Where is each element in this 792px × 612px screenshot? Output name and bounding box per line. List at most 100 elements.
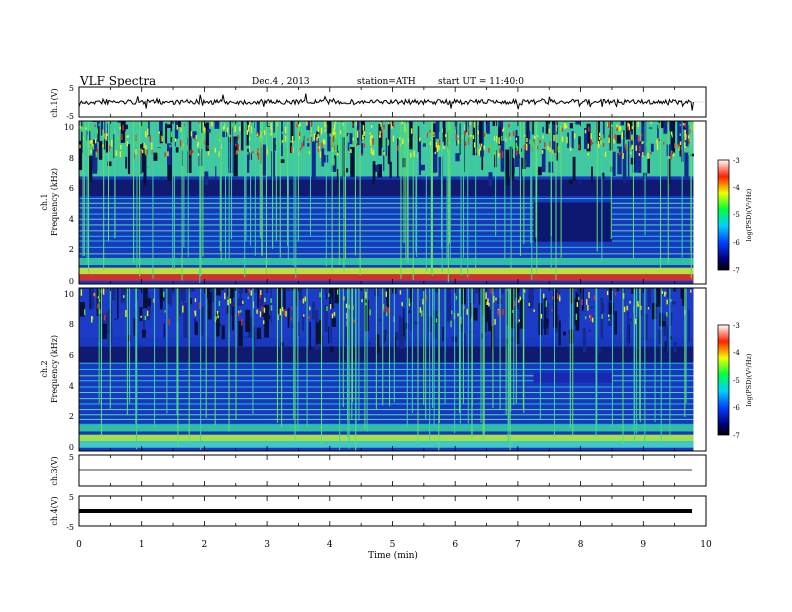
spectrogram-speckle (118, 123, 120, 127)
spectrogram-sferic (460, 121, 462, 276)
spectrogram-noise (111, 288, 116, 301)
spectrogram-speckle (625, 144, 627, 150)
spectrogram-noise (555, 142, 559, 161)
spectrogram-speckle (410, 152, 412, 158)
spectrogram-sferic (507, 288, 509, 445)
spectrogram-speckle (170, 131, 173, 138)
spectrogram-speckle (422, 298, 424, 304)
spectrogram-speckle (398, 130, 400, 133)
spectrogram-noise (464, 333, 466, 347)
ch4-waveform-panel: 5 -5 ch.4(V) (50, 493, 707, 532)
spectrogram-noise (323, 154, 329, 163)
spectrogram-line (79, 213, 694, 215)
spectrogram-speckle (168, 319, 170, 325)
spectrogram-speckle (600, 137, 602, 140)
spectrogram-noise (398, 315, 402, 347)
spectrogram-noise (259, 288, 264, 316)
spectrogram-sferic (425, 288, 427, 419)
spectrogram-band-yellow (79, 267, 694, 275)
spectrogram-speckle (467, 137, 470, 145)
spectrogram-noise (513, 159, 515, 175)
spectrogram-noise (133, 318, 137, 336)
spectrogram-noise (529, 298, 534, 304)
spectrogram-speckle (304, 296, 306, 302)
spectrogram-speckle (97, 303, 99, 309)
spectrogram-speckle (445, 134, 447, 137)
spectrogram-sferic (475, 121, 477, 269)
spectrogram-noise (659, 121, 665, 129)
spectrogram-noise (160, 177, 163, 181)
spectrogram-speckle (541, 150, 544, 154)
spectrogram-speckle (345, 303, 348, 309)
ch4-waveform-ylabel: ch.4(V) (50, 496, 59, 525)
spectrogram-speckle (608, 134, 610, 141)
spectrogram-speckle (329, 304, 332, 310)
spectrogram-noise (459, 123, 462, 155)
spectrogram-speckle (123, 295, 125, 298)
spectrogram-speckle (195, 135, 197, 139)
spectrogram-noise (260, 142, 263, 164)
spectrogram-speckle (358, 129, 360, 132)
spectrogram-sferic (660, 121, 662, 268)
spectrogram-sferic (644, 121, 646, 236)
spectrogram-speckle (324, 121, 326, 128)
spectrogram-speckle (472, 135, 475, 140)
ch1-tick-bottom: -5 (66, 112, 74, 121)
spectrogram-noise (140, 151, 142, 175)
spectrogram-sferic (103, 121, 105, 271)
spectrogram-noise (498, 126, 502, 146)
spectrogram-speckle (120, 144, 122, 150)
spectrogram-speckle (231, 122, 233, 128)
ch3-waveform-panel: 5 ch.3(V) (50, 453, 707, 487)
spectrogram-speckle (684, 133, 687, 141)
time-tick-label: 0 (76, 540, 82, 550)
spectrogram-speckle (94, 138, 97, 144)
spectrogram-speckle (604, 151, 607, 157)
spectrogram-speckle (647, 152, 649, 159)
spectrogram-noise (124, 124, 128, 130)
spectrogram-sferic (480, 288, 482, 423)
spectrogram-noise (309, 322, 311, 350)
spectrogram-speckle (608, 318, 610, 321)
spectrogram-line (79, 207, 694, 209)
spectrogram-noise (146, 298, 152, 307)
spectrogram-speckle (207, 151, 210, 156)
spectrogram-sferic (293, 288, 295, 419)
spectrogram-sferic (416, 121, 418, 257)
spectrogram-speckle (356, 143, 358, 147)
spectrogram-speckle (310, 136, 313, 143)
spectrogram-sferic (441, 121, 443, 250)
spectrogram-speckle (105, 133, 107, 140)
spectrogram-noise (253, 326, 256, 351)
spectrogram-speckle (520, 152, 522, 158)
spectrogram-speckle (238, 312, 240, 317)
spectrogram-line (79, 202, 694, 204)
spectrogram-speckle (684, 129, 686, 137)
spectrogram-speckle (95, 151, 98, 158)
spectrogram-noise (290, 121, 295, 141)
spectrogram-speckle (270, 298, 272, 303)
spectrogram-speckle (616, 124, 618, 131)
spectrogram-sferic (199, 121, 201, 284)
spectrogram-sferic (530, 121, 532, 244)
spectrogram-speckle (321, 142, 323, 148)
spectrogram-noise (268, 315, 271, 320)
spectrogram-speckle (271, 128, 273, 134)
spectrogram-speckle (216, 133, 218, 139)
spectrogram-speckle (611, 124, 613, 127)
spectrogram-sferic (261, 121, 263, 257)
spectrogram-speckle (467, 126, 470, 134)
spectrogram-noise (208, 288, 212, 293)
spectrogram-speckle (352, 137, 354, 141)
spectrogram-line (79, 398, 694, 400)
spectrogram-speckle (91, 139, 93, 147)
spectrogram-speckle (369, 309, 371, 316)
spectrogram-noise (571, 131, 574, 149)
spectrogram-speckle (543, 293, 545, 299)
spectrogram-sferic (417, 288, 419, 444)
spectrogram-noise (542, 126, 544, 133)
spectrogram-speckle (237, 134, 239, 140)
spectrogram-speckle (602, 134, 604, 141)
spectrogram-noise (589, 306, 594, 309)
ch3-tick-top: 5 (69, 453, 74, 462)
